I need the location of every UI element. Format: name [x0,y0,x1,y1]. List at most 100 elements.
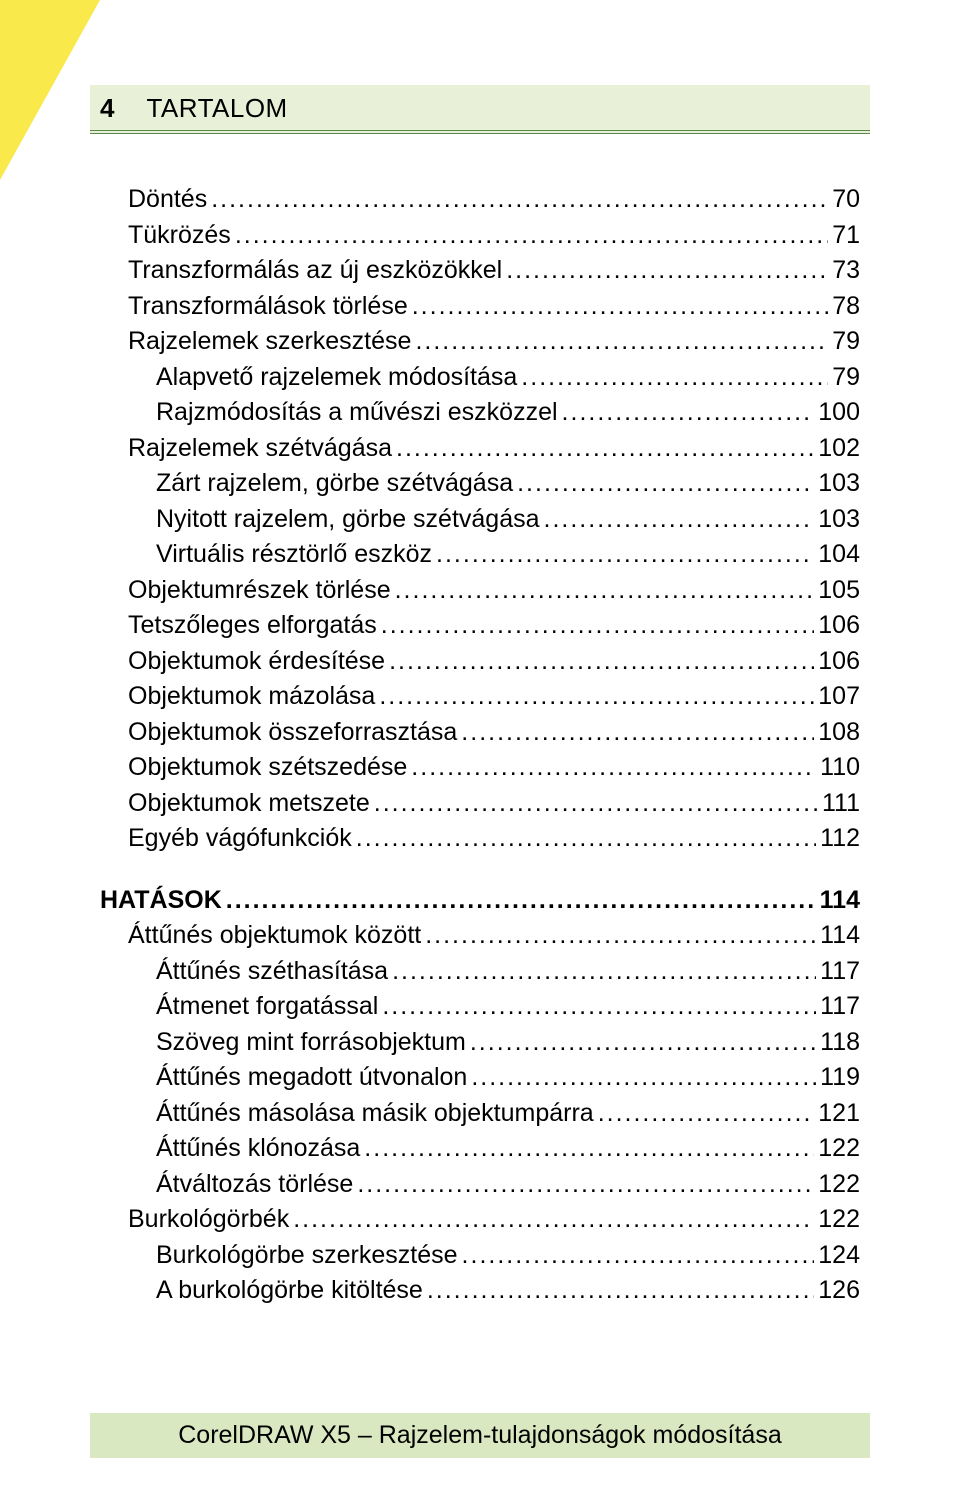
toc-entry-page: 122 [818,1167,860,1203]
toc-entry: Rajzelemek szétvágása102 [100,431,860,467]
toc-entry-label: Tetszőleges elforgatás [128,608,377,644]
toc-entry-label: HATÁSOK [100,883,222,919]
toc-dots [462,1238,815,1274]
toc-entry-page: 79 [832,360,860,396]
toc-dots [412,289,828,325]
toc-entry-label: Burkológörbe szerkesztése [156,1238,458,1274]
toc-entry: Virtuális résztörlő eszköz 104 [100,537,860,573]
toc-dots [357,1167,814,1203]
toc-entry-page: 104 [818,537,860,573]
toc-dots [379,679,814,715]
toc-dots [381,608,815,644]
toc-dots [235,218,828,254]
toc-entry-page: 105 [818,573,860,609]
header-bar: 4 TARTALOM [90,85,870,134]
toc-entry-label: Egyéb vágófunkciók [128,821,352,857]
toc-entry: Tükrözés 71 [100,218,860,254]
toc-entry-page: 71 [832,218,860,254]
toc-entry-page: 117 [820,989,860,1025]
toc-dots [436,537,814,573]
toc-entry-page: 112 [820,821,860,857]
toc-dots [364,1131,814,1167]
toc-dots [562,395,815,431]
toc-entry-label: Áttűnés klónozása [156,1131,360,1167]
toc-entry: Burkológörbék122 [100,1202,860,1238]
toc-entry-label: Áttűnés másolása másik objektumpárra [156,1096,594,1132]
toc-dots [506,253,828,289]
toc-entry: Áttűnés széthasítása 117 [100,954,860,990]
toc-entry-label: Objektumrészek törlése [128,573,391,609]
toc-entry-label: Transzformálások törlése [128,289,408,325]
toc-entry-label: Objektumok metszete [128,786,370,822]
toc-dots [395,573,815,609]
toc-entry-label: Rajzelemek szerkesztése [128,324,411,360]
toc-entry-label: Áttűnés széthasítása [156,954,388,990]
toc-entry-label: Objektumok mázolása [128,679,375,715]
toc-entry: Tetszőleges elforgatás 106 [100,608,860,644]
toc-dots [471,1060,816,1096]
toc-entry: Objektumrészek törlése 105 [100,573,860,609]
toc-entry: Objektumok összeforrasztása 108 [100,715,860,751]
toc-entry-label: Virtuális résztörlő eszköz [156,537,432,573]
toc-entry-page: 70 [832,182,860,218]
toc-entry-label: Tükrözés [128,218,231,254]
toc-entry: HATÁSOK 114 [100,883,860,919]
toc-entry: Rajzmódosítás a művészi eszközzel100 [100,395,860,431]
toc-entry: Áttűnés megadott útvonalon119 [100,1060,860,1096]
toc-entry-page: 103 [818,466,860,502]
toc-entry: Döntés 70 [100,182,860,218]
toc-entry: Objektumok érdesítése106 [100,644,860,680]
toc-entry-label: Átmenet forgatással [156,989,378,1025]
toc-entry: Szöveg mint forrásobjektum 118 [100,1025,860,1061]
toc-entry: Nyitott rajzelem, görbe szétvágása103 [100,502,860,538]
toc-entry-label: Szöveg mint forrásobjektum [156,1025,466,1061]
toc-dots [226,883,816,919]
toc-entry: Zárt rajzelem, görbe szétvágása103 [100,466,860,502]
toc-entry: Alapvető rajzelemek módosítása 79 [100,360,860,396]
toc-entry-label: Objektumok összeforrasztása [128,715,457,751]
toc-entry-page: 126 [818,1273,860,1309]
toc-entry-page: 122 [818,1131,860,1167]
toc-entry-label: A burkológörbe kitöltése [156,1273,423,1309]
toc-entry-page: 106 [818,644,860,680]
toc-entry: Áttűnés klónozása 122 [100,1131,860,1167]
toc-dots [392,954,816,990]
footer-bar: CorelDRAW X5 – Rajzelem-tulajdonságok mó… [90,1413,870,1458]
toc-entry: Objektumok metszete 111 [100,786,860,822]
page-content: 4 TARTALOM Döntés 70 Tükrözés 71 Transzformá… [0,0,960,1309]
toc-entry-page: 79 [832,324,860,360]
toc-entry-page: 114 [820,883,860,919]
toc-entry-page: 106 [818,608,860,644]
toc-dots [521,360,828,396]
toc-entry-page: 117 [820,954,860,990]
toc-entry: Rajzelemek szerkesztése 79 [100,324,860,360]
toc-dots [356,821,816,857]
toc-dots [374,786,818,822]
toc-entry-page: 110 [820,750,860,786]
toc-entry-page: 118 [820,1025,860,1061]
toc-entry: Burkológörbe szerkesztése 124 [100,1238,860,1274]
toc-dots [396,431,814,467]
toc-entry-label: Alapvető rajzelemek módosítása [156,360,517,396]
header-title: TARTALOM [146,93,287,124]
toc-dots [598,1096,815,1132]
toc-entry: Transzformálások törlése78 [100,289,860,325]
page-number: 4 [100,93,114,124]
toc-entry-label: Áttűnés megadott útvonalon [156,1060,467,1096]
toc-entry-label: Döntés [128,182,207,218]
toc-entry-page: 108 [818,715,860,751]
toc-entry: Átváltozás törlése122 [100,1167,860,1203]
toc-dots [470,1025,816,1061]
toc-entry-page: 124 [818,1238,860,1274]
toc-dots [389,644,814,680]
toc-entry: Objektumok szétszedése 110 [100,750,860,786]
toc-entry-label: Objektumok szétszedése [128,750,407,786]
toc-entry-page: 103 [818,502,860,538]
toc-entry-page: 111 [822,786,860,822]
toc-entry-page: 100 [818,395,860,431]
toc-entry: Áttűnés objektumok között114 [100,918,860,954]
toc-dots [382,989,816,1025]
toc-dots [427,1273,814,1309]
toc-dots [544,502,815,538]
toc-entry-label: Rajzelemek szétvágása [128,431,392,467]
